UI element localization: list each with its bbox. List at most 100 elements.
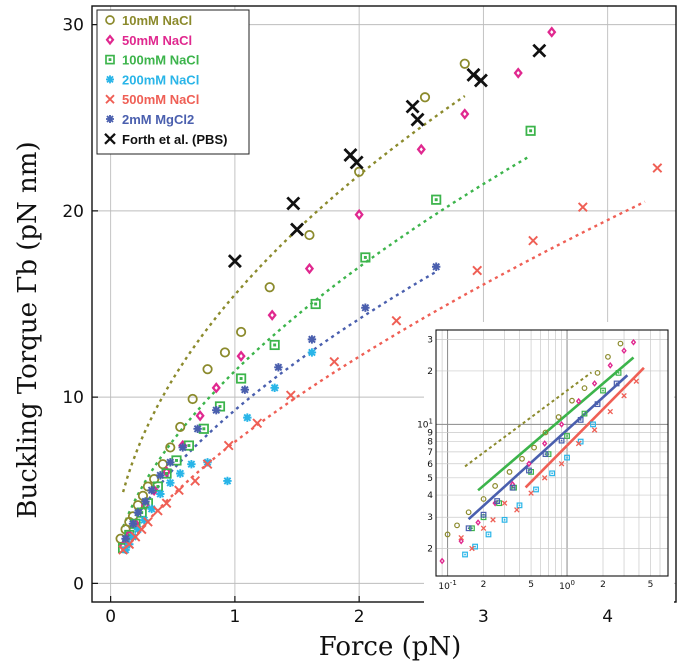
inset-data-point	[615, 369, 622, 376]
inset-fit-line	[464, 371, 593, 468]
data-point	[410, 112, 425, 127]
data-point	[176, 469, 185, 478]
legend-marker	[105, 15, 115, 25]
data-point	[304, 230, 315, 241]
legend-entry: 50mM NaCl	[122, 33, 192, 48]
data-point	[175, 421, 186, 433]
legend: 10mM NaCl 50mM NaCl 100mM NaCl 200mM NaCl 50…	[96, 9, 250, 155]
inset-data-point	[607, 408, 614, 415]
fit-line	[121, 154, 532, 528]
data-point	[133, 508, 143, 517]
inset-data-point	[617, 340, 624, 347]
inset-x-tick-label: 2	[481, 580, 487, 590]
inset-data-point	[480, 496, 487, 502]
data-point	[166, 458, 175, 467]
inset-data-point	[594, 369, 601, 376]
y-tick-label: 20	[62, 202, 84, 222]
inset-data-point	[575, 440, 582, 447]
inset-data-point	[564, 454, 570, 461]
data-point	[223, 476, 232, 486]
data-point	[212, 405, 221, 415]
data-point	[128, 519, 138, 528]
inset-data-point	[444, 531, 451, 538]
data-point	[202, 364, 213, 375]
inset-y-tick-label: 3	[427, 513, 433, 523]
data-point	[405, 99, 420, 114]
data-point	[157, 459, 168, 470]
inset-y-tick-label: 2	[427, 367, 433, 377]
inset-data-point	[533, 486, 539, 493]
data-point	[307, 335, 317, 344]
inset-data-point	[462, 551, 468, 558]
fit-line	[124, 200, 646, 551]
inset-data-point	[621, 392, 627, 399]
data-point	[419, 92, 431, 103]
data-point	[652, 163, 663, 173]
inset-x-tick-label-exponent: 0	[571, 579, 575, 587]
data-point	[193, 424, 202, 433]
x-tick-label: 4	[602, 607, 613, 627]
inset-y-tick-label: 6	[427, 460, 433, 470]
inset-data-point	[528, 490, 534, 496]
data-point	[459, 58, 470, 69]
inset-data-point	[526, 460, 532, 468]
data-point	[547, 26, 557, 38]
inset-data-point	[469, 525, 475, 532]
data-point	[223, 440, 234, 451]
data-point	[472, 265, 483, 276]
inset-fit-line	[467, 374, 629, 521]
legend-entry: 200mM NaCl	[122, 72, 199, 87]
inset-data-point	[594, 401, 601, 408]
legend-entry: Forth et al. (PBS)	[122, 132, 227, 147]
inset-data-point	[613, 380, 620, 387]
inset-fit-line	[477, 356, 635, 492]
data-point	[264, 282, 275, 293]
data-point	[171, 455, 182, 466]
data-point	[165, 442, 176, 453]
data-point	[391, 315, 402, 326]
data-point	[354, 166, 365, 177]
data-point	[147, 504, 156, 514]
fit-line	[121, 95, 466, 493]
data-point	[139, 515, 149, 525]
data-point	[361, 303, 370, 312]
inset-data-point	[569, 397, 575, 404]
data-point	[166, 478, 175, 487]
inset-fit-line	[524, 366, 645, 489]
y-tick-label: 10	[62, 388, 84, 408]
legend-entry: 100mM NaCl	[122, 53, 199, 68]
inset-x-tick-label: 5	[648, 580, 654, 590]
data-point	[236, 350, 246, 362]
main-fit-lines	[121, 95, 646, 551]
inset-data-point	[542, 429, 549, 436]
legend-marker	[105, 54, 115, 65]
data-point	[187, 459, 196, 469]
inset-data-point	[558, 437, 565, 444]
data-point	[190, 476, 201, 486]
inset-data-point	[519, 455, 525, 462]
data-point	[267, 309, 277, 321]
inset-x-tick-label: 5	[528, 580, 534, 590]
legend-entry: 10mM NaCl	[122, 13, 192, 28]
data-point	[174, 485, 184, 496]
data-point	[211, 382, 221, 394]
y-tick-label: 0	[73, 574, 84, 594]
inset-data-point	[590, 421, 596, 428]
x-tick-label: 3	[478, 607, 489, 627]
inset-y-tick-label-exponent: 1	[429, 417, 433, 425]
inset-data-point	[516, 502, 523, 509]
data-point	[285, 390, 296, 401]
inset-data-point	[581, 410, 588, 417]
inset-data-point	[564, 433, 570, 439]
inset-data-point	[526, 467, 532, 474]
data-point	[147, 486, 156, 495]
data-point	[202, 459, 213, 470]
data-point	[269, 339, 280, 351]
x-tick-label: 1	[229, 607, 240, 627]
data-point	[161, 498, 172, 509]
inset-data-point	[501, 500, 508, 506]
inset-data-point	[509, 484, 516, 491]
inset-data-point	[514, 507, 520, 513]
